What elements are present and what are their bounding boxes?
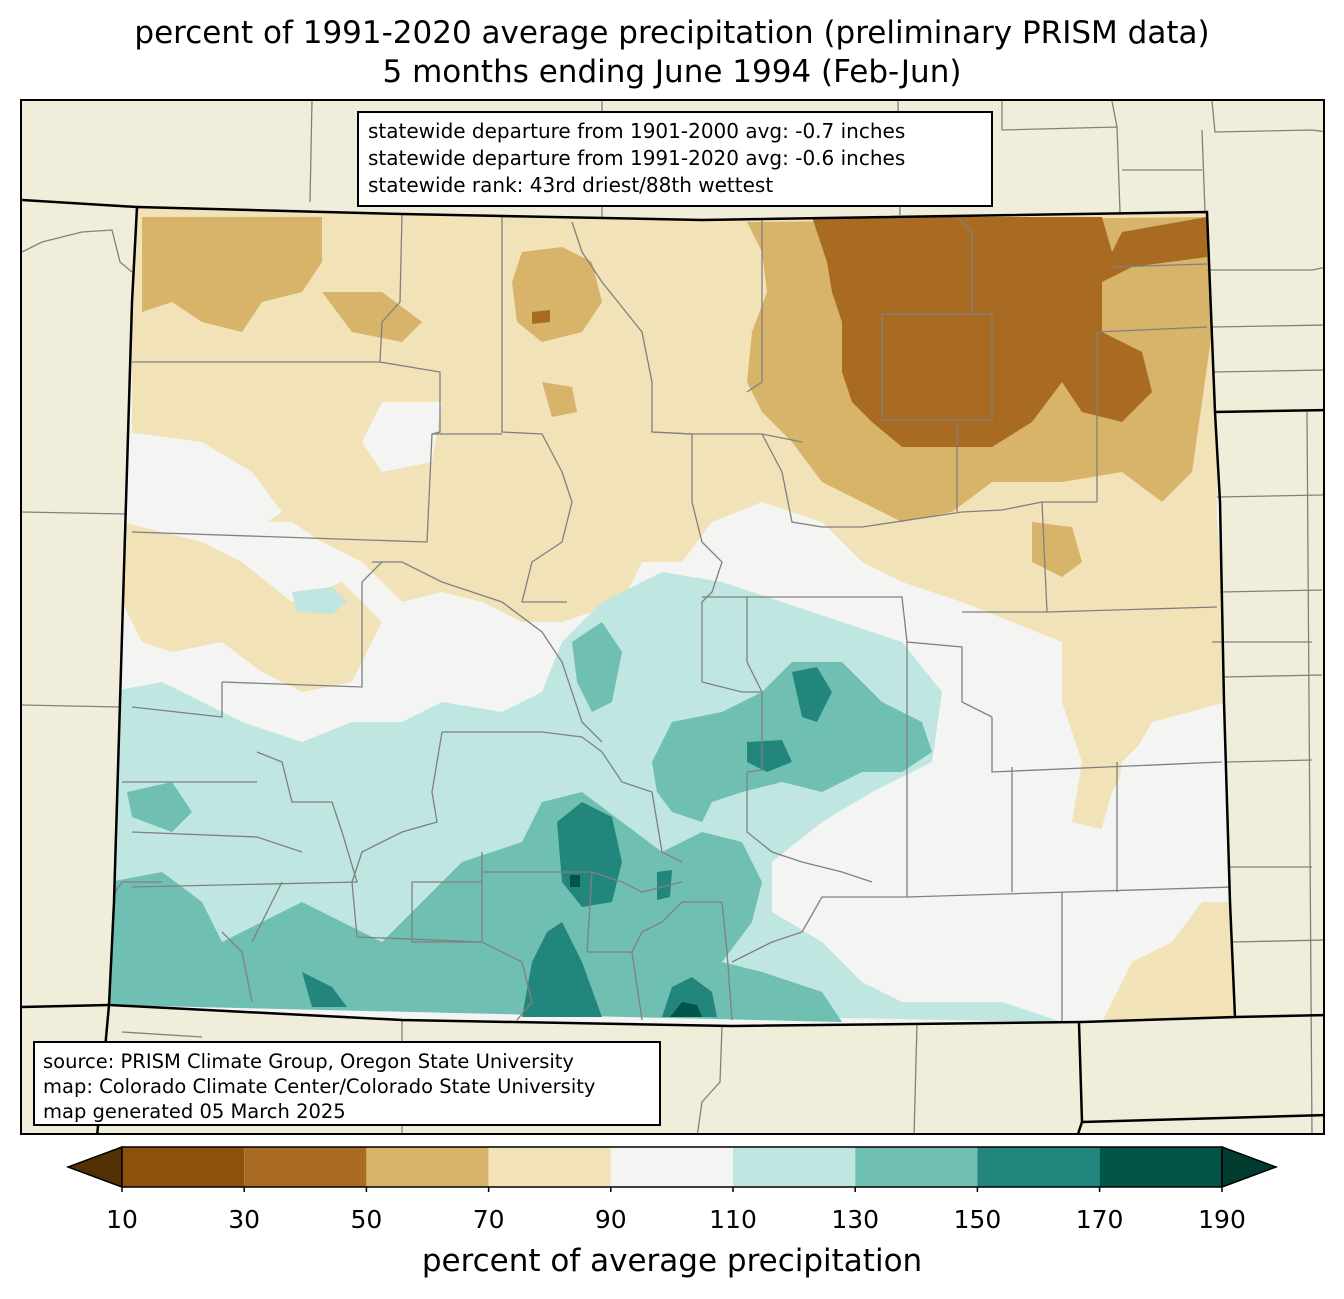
precip-zone-150-170-west (302, 972, 347, 1007)
map-panel: statewide departure from 1901-2000 avg: … (20, 99, 1325, 1135)
colorado-precip-map (22, 101, 1323, 1133)
colorbar-arrow-low (65, 1145, 123, 1189)
precip-zone-130-150-center (652, 662, 932, 822)
precip-zone-170-190-spot2 (570, 875, 580, 887)
precip-zone-130-150-upper (572, 622, 622, 712)
colorbar-bin-10-30 (122, 1147, 245, 1187)
colorbar-arrow-high (1221, 1145, 1279, 1189)
precip-zone-170-190-spot (670, 1002, 702, 1017)
colorbar-tick-label: 30 (228, 1205, 261, 1234)
colorbar-bin-90-110 (610, 1147, 733, 1187)
colorbar-tick-label: 150 (953, 1205, 1002, 1234)
map-title-line2: 5 months ending June 1994 (Feb-Jun) (382, 54, 962, 90)
colorbar-bin-150-170 (977, 1147, 1100, 1187)
precip-zone-150-170-spot (657, 870, 672, 900)
statewide-stats-box: statewide departure from 1901-2000 avg: … (357, 111, 993, 207)
precip-zone-30-50-northeast (812, 217, 1207, 447)
source-line-map: map: Colorado Climate Center/Colorado St… (43, 1075, 596, 1098)
colorbar-outline (121, 1146, 1223, 1188)
precip-zone-90-110-east (762, 582, 1232, 1022)
colorbar-tick-label: 110 (709, 1205, 757, 1234)
map-title-line1: percent of 1991-2020 average precipitati… (134, 15, 1210, 51)
precip-zone-30-50-spot (532, 310, 550, 324)
source-line-generated: map generated 05 March 2025 (43, 1100, 346, 1123)
colorbar-bin-50-70 (366, 1147, 489, 1187)
precip-zone-110-130-spot (292, 587, 347, 614)
colorbar (65, 1145, 1279, 1192)
colorbar-bin-130-150 (855, 1147, 978, 1187)
source-box: source: PRISM Climate Group, Oregon Stat… (33, 1041, 661, 1126)
stats-line-rank: statewide rank: 43rd driest/88th wettest (368, 173, 774, 197)
precip-zone-70-90-southeast (1102, 902, 1235, 1022)
precip-zone-150-170-south3 (662, 977, 717, 1017)
precip-zone-130-150-west (127, 782, 192, 832)
precip-contours (109, 207, 1235, 1022)
colorbar-title: percent of average precipitation (421, 1243, 923, 1279)
precip-zone-150-170-center2 (747, 740, 792, 772)
precip-zone-50-70-northwest (142, 217, 322, 332)
precip-zone-150-170-south2 (522, 922, 602, 1017)
colorbar-bin-170-190 (1099, 1147, 1222, 1187)
colorbar-tick-label: 190 (1198, 1205, 1246, 1234)
county-borders (109, 213, 1233, 1022)
colorbar-tick-label: 50 (350, 1205, 383, 1234)
colorbar-tick-label: 10 (106, 1205, 138, 1234)
stats-line-1901-2000: statewide departure from 1901-2000 avg: … (368, 119, 906, 143)
precip-zone-130-150-southwest (109, 792, 842, 1022)
colorbar-tick-label: 130 (831, 1205, 880, 1234)
precip-zone-90-110-hole2 (362, 402, 442, 472)
precip-zone-50-70-spot2 (542, 382, 577, 417)
colorbar-bin-30-50 (244, 1147, 367, 1187)
colorbar-tick-label: 90 (594, 1205, 627, 1234)
colorbar-bin-110-130 (733, 1147, 856, 1187)
colorbar-tick-label: 170 (1075, 1205, 1124, 1234)
precip-zone-70-90-west (122, 522, 382, 692)
stats-line-1991-2020: statewide departure from 1991-2020 avg: … (368, 146, 906, 170)
precip-zone-150-170-center (792, 667, 832, 722)
precip-zone-90-110-hole (127, 432, 282, 532)
source-line-prism: source: PRISM Climate Group, Oregon Stat… (43, 1050, 574, 1073)
colorbar-tick-label: 70 (472, 1205, 505, 1234)
colorbar-bin-70-90 (488, 1147, 611, 1187)
colorbar-ticks (121, 1187, 1223, 1192)
